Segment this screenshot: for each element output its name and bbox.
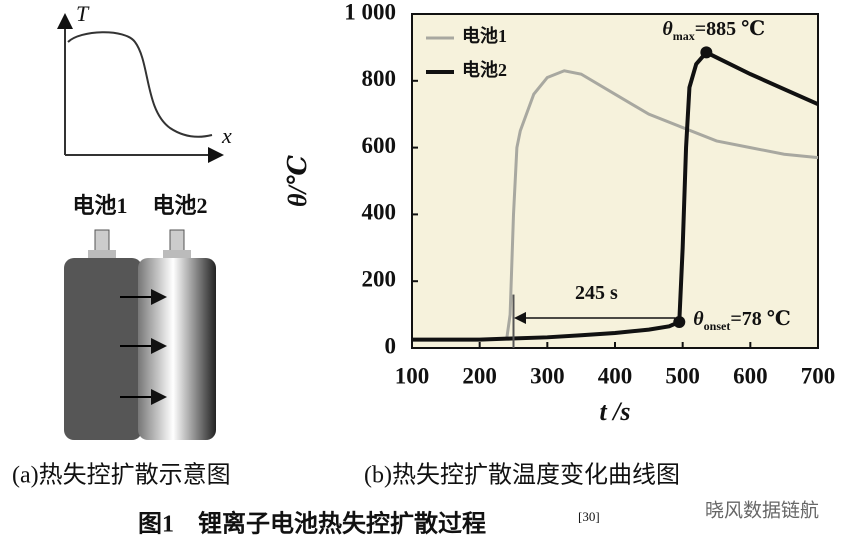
- annotation: θonset=78 ℃: [693, 308, 790, 333]
- cell: [64, 258, 142, 440]
- annotation-part: onset: [704, 319, 731, 333]
- max-point: [700, 46, 713, 59]
- figure-caption: 图1 锂离子电池热失控扩散过程: [138, 510, 486, 538]
- terminal: [169, 229, 185, 253]
- caption: (b)热失控扩散温度变化曲线图: [364, 462, 680, 489]
- watermark: 晓风数据链航: [705, 499, 819, 521]
- annotation-part: θ: [693, 308, 704, 330]
- y-tick-label: 600: [362, 133, 397, 158]
- x-tick-label: 500: [665, 363, 700, 388]
- terminal: [163, 250, 191, 258]
- y-tick-label: 200: [362, 266, 397, 291]
- y-tick-label: 1 000: [344, 0, 396, 24]
- legend-label: 电池2: [462, 59, 507, 80]
- series-line: [412, 49, 819, 342]
- schematic: T x 电池1 电池2: [57, 1, 232, 440]
- series-line: [412, 69, 819, 342]
- x-tick-label: 700: [801, 363, 836, 388]
- annotation: θmax=885 ℃: [662, 18, 765, 43]
- curve: [67, 31, 213, 138]
- y-tick-label: 400: [362, 200, 397, 225]
- y-tick-label: 0: [385, 333, 397, 358]
- reference: [30]: [578, 509, 600, 524]
- chart: 0 200 400 600 800 1 000 100 200 300 400 500 600 700 t…: [283, 0, 835, 426]
- cell-label: 电池2: [152, 193, 207, 218]
- y-axis-label: θ/℃: [283, 155, 312, 207]
- span-label: 245 s: [575, 282, 618, 304]
- x-tick-label: 100: [395, 363, 430, 388]
- x-tick-label: 200: [462, 363, 497, 388]
- onset-point: [673, 315, 686, 328]
- x-tick-label: 300: [530, 363, 565, 388]
- x-tick-label: 400: [598, 363, 633, 388]
- legend-label: 电池1: [462, 25, 507, 46]
- terminal: [94, 229, 110, 253]
- annotation-part: =78 ℃: [730, 308, 790, 330]
- x-tick-label: 600: [733, 363, 768, 388]
- annotation-part: =885 ℃: [695, 18, 765, 40]
- x-axis-label: t /s: [599, 397, 630, 426]
- axis-label: T: [76, 1, 90, 26]
- annotation-part: θ: [662, 18, 673, 40]
- y-tick-label: 800: [362, 66, 397, 91]
- caption: (a)热失控扩散示意图: [12, 462, 231, 489]
- cell-label: 电池1: [72, 193, 127, 218]
- plot-background: [412, 14, 818, 348]
- terminal: [88, 250, 116, 258]
- axis-label: x: [221, 123, 232, 148]
- plot-frame: [411, 13, 819, 349]
- cell: [138, 258, 216, 440]
- annotation-part: max: [673, 29, 695, 43]
